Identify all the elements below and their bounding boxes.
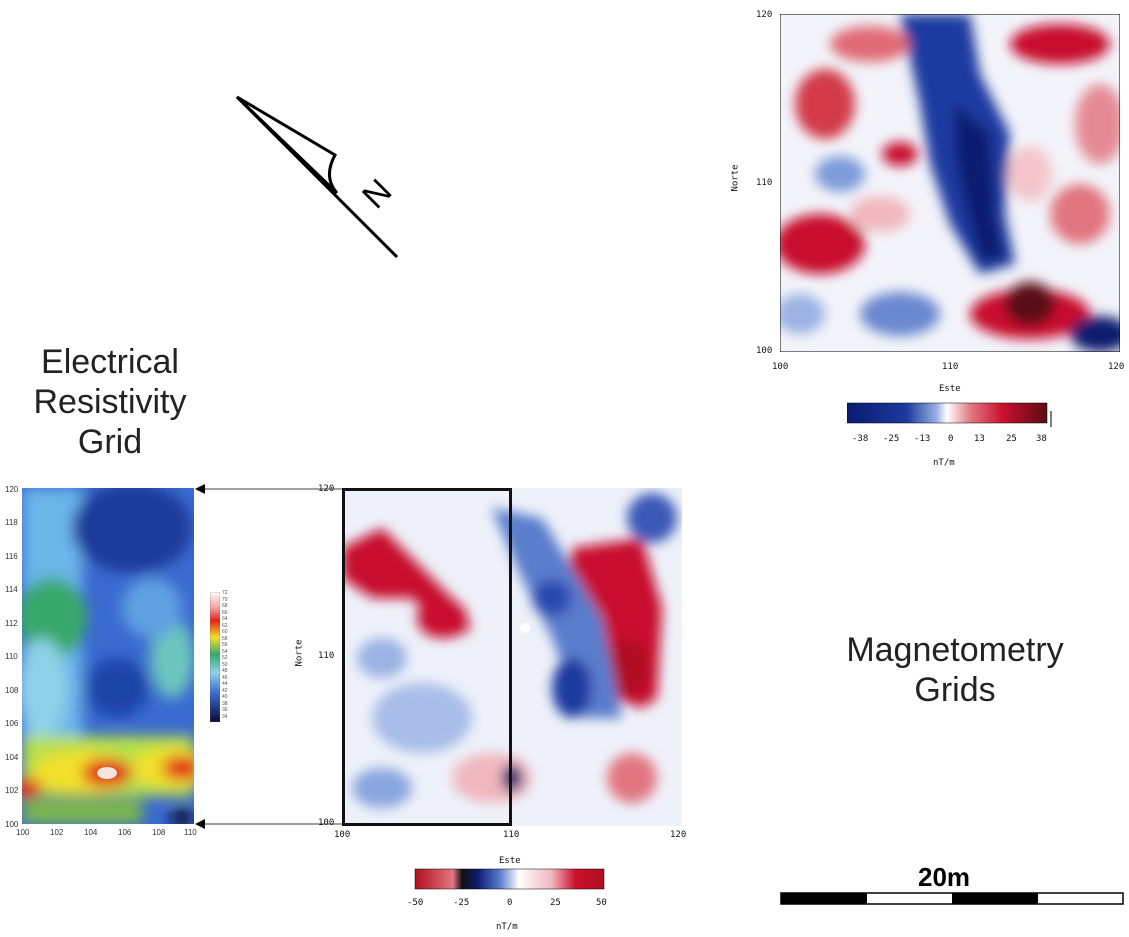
ert-legend-level: 46 <box>222 674 228 681</box>
ert-legend-level: 60 <box>222 629 228 635</box>
mag-bottom-legend-tick-3: 0 <box>507 898 513 908</box>
ert-legend: 72 70 68 66 64 62 60 58 56 54 52 50 48 46 44 42 40 38 36 34 <box>210 590 250 724</box>
north-arrow-icon: N <box>235 95 399 259</box>
ert-ytick-104: 104 <box>5 753 19 762</box>
mag-top-ytick-120: 120 <box>756 10 773 20</box>
mag-bottom-ylabel: Norte <box>294 639 305 667</box>
mag-top-xtick-120: 120 <box>1108 362 1125 372</box>
ert-ytick-100: 100 <box>5 820 19 829</box>
ert-legend-level: 52 <box>222 655 228 661</box>
mag-top-legend-tick-6: 25 <box>1006 434 1017 444</box>
ert-legend-level: 58 <box>222 635 228 642</box>
ert-legend-level: 42 <box>222 687 228 694</box>
ert-map <box>22 488 194 824</box>
mag-bottom-ytick-120: 120 <box>318 484 335 494</box>
ert-xtick-102: 102 <box>50 828 64 837</box>
mag-top-xtick-100: 100 <box>772 362 789 372</box>
mag-bottom-ytick-100: 100 <box>318 818 335 828</box>
mag-top-xtick-110: 110 <box>942 362 959 372</box>
mag-bottom-legend-tick-2: -25 <box>453 898 470 908</box>
ert-ytick-102: 102 <box>5 786 19 795</box>
mag-bottom-legend-tick-4: 25 <box>550 898 561 908</box>
mag-bottom-xtick-110: 110 <box>503 830 520 840</box>
ert-legend-level: 64 <box>222 616 228 622</box>
ert-legend-level: 66 <box>222 609 228 616</box>
mag-bottom-legend-tick-1: -50 <box>407 898 424 908</box>
ert-title-line2: Resistivity <box>33 383 187 421</box>
north-label: N <box>355 172 399 216</box>
ert-legend-bar <box>210 592 220 722</box>
mag-title-line2: Grids <box>914 671 996 709</box>
ert-xtick-110: 110 <box>184 828 197 837</box>
ert-legend-level: 72 <box>222 590 228 596</box>
mag-top-legend-tick-2: -25 <box>883 434 900 444</box>
ert-title: Electrical Resistivity Grid <box>15 342 205 462</box>
mag-title-line1: Magnetometry <box>846 631 1064 669</box>
ert-ytick-116: 116 <box>5 552 18 561</box>
mag-top-panel: Norte 120 110 100 100 110 120 Este -38 -… <box>730 8 1125 478</box>
ert-ytick-114: 114 <box>5 585 18 594</box>
scale-bar-label: 20m <box>918 862 971 892</box>
ert-ytick-110: 110 <box>5 652 18 661</box>
ert-ytick-112: 112 <box>5 619 18 628</box>
mag-bottom-legend-tick-5: 50 <box>596 898 607 908</box>
ert-title-line1: Electrical <box>41 343 179 381</box>
mag-bottom-legend-unit: nT/m <box>496 922 518 932</box>
mag-bottom-legend-bar <box>414 868 605 890</box>
mag-top-map <box>780 14 1120 352</box>
mag-top-legend-tick-3: -13 <box>914 434 931 444</box>
mag-top-legend-tick-5: 13 <box>974 434 985 444</box>
ert-xtick-104: 104 <box>84 828 98 837</box>
ert-ytick-108: 108 <box>5 686 19 695</box>
mag-top-ytick-110: 110 <box>756 178 773 188</box>
mag-bottom-panel: Norte 120 110 100 100 110 120 Este -50 -… <box>290 480 690 937</box>
mag-top-legend-tick-4: 0 <box>948 434 954 444</box>
ert-legend-level: 36 <box>222 707 228 713</box>
ert-panel: 120 118 116 114 112 110 108 106 104 102 … <box>0 480 260 840</box>
mag-title: Magnetometry Grids <box>810 630 1100 710</box>
mag-top-ylabel: Norte <box>730 164 741 192</box>
ert-legend-level: 70 <box>222 596 228 603</box>
mag-top-xlabel: Este <box>939 384 961 394</box>
ert-ytick-106: 106 <box>5 719 19 728</box>
link-arrows <box>195 484 343 829</box>
ert-legend-level: 50 <box>222 661 228 668</box>
ert-legend-level: 34 <box>222 713 228 720</box>
ert-legend-level: 44 <box>222 681 228 687</box>
mag-bottom-map <box>342 488 682 826</box>
mag-bottom-xtick-100: 100 <box>334 830 351 840</box>
ert-legend-level: 48 <box>222 668 228 674</box>
ert-legend-level: 68 <box>222 603 228 609</box>
mag-top-legend-bar <box>847 402 1052 427</box>
mag-bottom-xlabel: Este <box>499 856 521 866</box>
mag-bottom-xtick-120: 120 <box>670 830 687 840</box>
ert-legend-level: 54 <box>222 648 228 655</box>
ert-legend-level: 40 <box>222 694 228 700</box>
scale-bar <box>780 892 1124 905</box>
ert-legend-level: 62 <box>222 622 228 629</box>
ert-xtick-106: 106 <box>118 828 132 837</box>
mag-top-legend-tick-7: 38 <box>1036 434 1047 444</box>
mag-bottom-ytick-110: 110 <box>318 651 335 661</box>
mag-top-ytick-100: 100 <box>756 346 773 356</box>
ert-legend-level: 56 <box>222 642 228 648</box>
ert-xtick-100: 100 <box>16 828 30 837</box>
mag-top-legend-tick-1: -38 <box>852 434 869 444</box>
ert-title-line3: Grid <box>77 423 143 461</box>
ert-ytick-120: 120 <box>5 485 19 494</box>
mag-top-legend-unit: nT/m <box>933 458 955 468</box>
ert-xtick-108: 108 <box>152 828 166 837</box>
ert-ytick-118: 118 <box>5 518 18 527</box>
ert-legend-level: 38 <box>222 700 228 707</box>
